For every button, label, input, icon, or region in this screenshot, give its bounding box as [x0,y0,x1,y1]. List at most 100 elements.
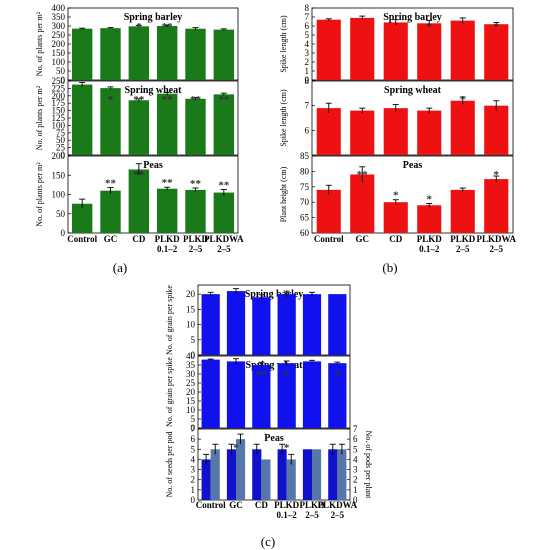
panel-a-sub3-bar [185,189,206,233]
panel-a-sub1-bar [100,28,121,80]
panel-a-sub3-ytick-label: 0 [61,228,66,238]
panel-c-sub2-bar [302,361,322,428]
panel-c-sub1-bar [226,291,246,355]
panel-a-sub3-title: Peas [143,160,163,171]
panel-a-sub2-ylabel: No. of plants per m² [35,85,44,150]
panel-b-sub2-significance: * [460,94,466,106]
panel-c-sub3-y2tick-label: 1 [353,485,358,495]
panel-b-sub3-ylabel: Plant height (cm) [279,166,288,222]
panel-c-sub3-y2tick-label: 5 [353,444,358,454]
panel-b-sub1-ytick-label: 2 [305,57,310,67]
panel-c-xtick-label: Control [196,500,226,510]
panel-a-sub3-bar [100,190,121,233]
panel-b-sub3-ytick-label: 85 [300,151,310,161]
panel-c-xtick-label: 0.1–2 [277,510,298,520]
panel-c-sub2-ytick-label: 25 [186,378,196,388]
panel-b-xtick-label: PLKDWA [476,234,516,244]
panel-c-sub1-ytick-label: 20 [186,289,196,299]
panel-c-sub3-y2tick-label: 6 [353,434,358,444]
panel-b-sub2-title: Spring wheat [384,85,442,96]
panel-b-sub3-significance: * [494,169,500,181]
panel-c-sub3-y2tick-label: 0 [353,495,358,505]
panel-a-sub3-bar [156,188,178,233]
panel-a-sub1-bar [71,28,93,80]
panel-b-sub2-bar [383,108,408,155]
panel-c-sub1-ytick-label: 5 [191,335,196,345]
panel-c-sub1-bar [277,294,296,355]
panel-b-sub3-bar [484,179,509,233]
panel-b-sub1-bar [484,24,509,80]
panel-c-sub3-significance: * [284,442,290,454]
panel-a-sub2-bar [128,100,150,155]
panel-c-sub3-ytick-label: 5 [191,444,196,454]
panel-a-xtick-label: PLKDWA [204,234,244,244]
panel-c-xtick-label: PLKDWA [318,500,358,510]
panel-a-xtick-label: Control [67,234,97,244]
panel-c-sub2-ytick-label: 30 [186,369,196,379]
panel-a-sub2-bar [185,98,206,155]
panel-a-xtick-label: 2–5 [189,244,203,254]
panel-b-sub3-bar [316,189,341,233]
panel-a-sub2-significance: ** [190,94,202,106]
panel-b-sub1-ytick-label: 1 [305,66,310,76]
panel-a-sub2-ytick-label: 50 [56,135,66,145]
panel-a-sub2-bar [156,93,178,155]
panel-a-sub2-ytick-label: 225 [52,83,66,93]
panel-a-sub1-bar [213,29,235,81]
panel-b-sub1-significance: * [494,21,500,33]
panel-a-sub3-ylabel: No. of plants per m² [35,162,44,227]
panel-a-sub1-ytick-label: 300 [52,21,66,31]
panel-c-sub3-bar [337,449,347,500]
panel-a-xtick-label: 0.1–2 [157,244,178,254]
panel-c-sub2-bar [328,363,347,428]
panel-c-sub1-ytick-label: 15 [186,304,196,314]
panel-c-sub2-ytick-label: 35 [186,360,196,370]
panel-c-sub3-bar [302,449,312,500]
panel-a-sub1-bar [156,26,178,80]
panel-a-sub3-ytick-label: 150 [52,170,66,180]
panel-a-sub3-bar [128,169,150,233]
panel-a-sub2-significance: * [108,94,114,106]
panel-c-sub1-bar [201,294,220,355]
panel-b-sub3-significance: * [427,193,433,205]
panel-b-sub2-bar [417,110,442,155]
panel-c-xtick-label: GC [229,500,243,510]
panel-a-sub1-ytick-label: 100 [52,57,66,67]
panel-b-sub1-ytick-label: 0 [305,75,310,85]
panel-b-sub3-ytick-label: 80 [300,166,310,176]
panel-c-sub2-ytick-label: 10 [186,405,196,415]
panel-c-sub2-significance: * [284,369,290,381]
panel-b-sub1-ylabel: Spike length (cm) [279,15,288,73]
panel-b-sub3-ytick-label: 70 [300,197,310,207]
panel-a-sub2-ytick-label: 100 [52,120,66,130]
panel-b-sub1-ytick-label: 6 [305,21,310,31]
panel-a-sub3-ytick-label: 100 [52,190,66,200]
panel-c-sub2-ytick-label: 40 [186,351,196,361]
panel-b-sub2-frame [311,80,514,156]
panel-a-sub3-significance: ** [162,177,174,189]
panel-c-sub2-bar [277,363,296,428]
panel-c-sub3-ytick-label: 3 [191,465,196,475]
panel-a-xtick-label: PLKD [183,234,209,244]
panel-b-sub3-ytick-label: 60 [300,228,310,238]
panel-a-xtick-label: CD [132,234,145,244]
panel-c-xtick-label: 2–5 [305,510,319,520]
panel-c-sub2-significance: * [335,369,341,381]
panel-a-sub2-bar [100,88,121,155]
panel-c-sub1-bar [302,294,322,355]
panel-b-sub2-ytick-label: 8 [305,76,310,86]
panel-c-sub2-significance: ** [256,369,268,381]
panel-a-sub2-significance: ** [218,94,230,106]
panel-a-sub2-ytick-label: 150 [52,106,66,116]
panel-a-sub1-ytick-label: 50 [56,66,66,76]
panel-c-xtick-label: 2–5 [331,510,345,520]
panel-b-sub2-ylabel: Spike length (cm) [279,89,288,147]
panel-b-sub1-ytick-label: 3 [305,48,310,58]
panel-letter-a: (a) [113,260,127,275]
panel-b-xtick-label: PLKD [450,234,476,244]
panel-a-sub1-ytick-label: 0 [61,75,66,85]
panel-a-sub2-ytick-label: 25 [56,143,66,153]
panel-a-sub3-significance: ** [190,178,202,190]
panel-b-sub1-ytick-label: 7 [305,12,310,22]
panel-c-sub2-ytick-label: 20 [186,387,196,397]
